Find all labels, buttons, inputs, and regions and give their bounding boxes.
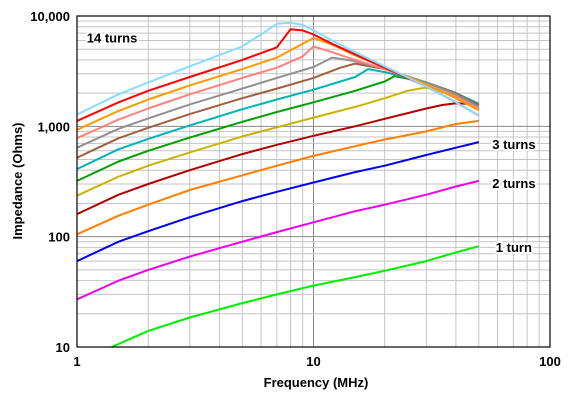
y-tick-label: 1,000	[37, 119, 70, 134]
series-line-10	[76, 56, 480, 149]
y-tick-label: 100	[48, 230, 70, 245]
series-line-2	[76, 179, 480, 301]
annotation-label: 2 turns	[492, 176, 535, 191]
y-tick-label: 10,000	[30, 9, 70, 24]
annotation-halo: 14 turns	[87, 30, 138, 45]
y-axis-title: Impedance (Ohms)	[10, 122, 25, 239]
annotation-halo: 1 turn	[496, 240, 532, 255]
series-line-12	[76, 37, 480, 131]
annotation-label: 14 turns	[87, 30, 138, 45]
grid-layer	[76, 16, 550, 348]
series-line-5	[76, 102, 479, 216]
y-tick-label: 10	[56, 340, 70, 355]
plot-frame	[76, 15, 551, 348]
series-line-14	[76, 21, 480, 117]
annotation-halo: 3 turns	[492, 137, 535, 152]
series-line-1	[111, 245, 480, 348]
annotation-halo: 2 turns	[492, 176, 535, 191]
series-line-3	[76, 141, 480, 263]
series-line-4	[76, 119, 479, 236]
annotation-label: 1 turn	[496, 240, 532, 255]
x-tick-label: 100	[539, 354, 561, 369]
series-layer	[76, 21, 480, 348]
x-axis-title: Frequency (MHz)	[264, 375, 369, 390]
annotation-label: 3 turns	[492, 137, 535, 152]
x-tick-label: 1	[73, 354, 80, 369]
x-tick-label: 10	[306, 354, 320, 369]
series-line-6	[76, 86, 480, 197]
